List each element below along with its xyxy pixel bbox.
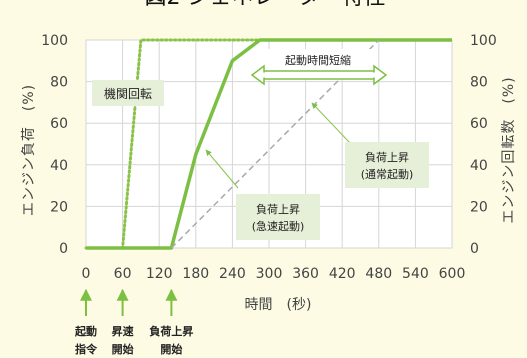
normal-start-label-line2: (通常起動) <box>361 167 414 181</box>
engine-rotation-label-box <box>92 80 164 106</box>
right-y-axis-ticks: 0 20 40 60 80 100 <box>470 33 497 257</box>
x-tick-label: 240 <box>219 266 246 282</box>
rapid-start-label-box <box>236 194 320 240</box>
left-y-tick-label: 40 <box>50 158 68 174</box>
rapid-start-label-line2: (急速起動) <box>252 219 305 233</box>
left-y-tick-label: 60 <box>50 116 68 132</box>
series-line-load-rapid-start <box>86 38 452 250</box>
chart-title: 図2 ジェネレーター特性 <box>145 0 386 10</box>
right-y-tick-label: 20 <box>470 199 488 215</box>
x-tick-label: 480 <box>365 266 392 282</box>
right-y-tick-label: 80 <box>470 75 488 91</box>
left-y-axis-label: エンジン負荷 (%) <box>21 84 37 216</box>
left-y-axis-ticks: 0 20 40 60 80 100 <box>41 33 68 257</box>
rapid-start-pointer <box>205 149 239 189</box>
left-y-tick-label: 80 <box>50 75 68 91</box>
normal-start-pointer <box>311 102 351 144</box>
x-tick-label: 360 <box>292 266 319 282</box>
x-tick-label: 60 <box>114 266 132 282</box>
event-label-line2: 指令 <box>75 342 98 356</box>
event-label-line2: 開始 <box>112 342 134 356</box>
right-y-axis-label: エンジン回転数 (%) <box>501 76 517 223</box>
x-axis-ticks: 0 60 120 180 240 300 360 420 480 540 600 <box>82 266 466 282</box>
left-y-tick-label: 0 <box>59 241 68 257</box>
right-y-tick-label: 100 <box>470 33 497 49</box>
x-tick-label: 300 <box>256 266 283 282</box>
rapid-start-label-line1: 負荷上昇 <box>256 203 300 216</box>
x-tick-label: 0 <box>82 266 91 282</box>
x-tick-label: 180 <box>182 266 209 282</box>
left-y-tick-label: 20 <box>50 199 68 215</box>
right-y-tick-label: 40 <box>470 158 488 174</box>
x-axis-label: 時間 (秒) <box>245 297 312 313</box>
start-shortened-label-box <box>258 49 378 71</box>
event-label-line2: 開始 <box>160 342 182 356</box>
x-tick-label: 600 <box>439 266 466 282</box>
start-shortened-label: 起動時間短縮 <box>285 53 351 67</box>
x-tick-label: 420 <box>329 266 356 282</box>
right-y-tick-label: 60 <box>470 116 488 132</box>
event-label-line1: 昇速 <box>112 324 134 338</box>
start-shortened-double-arrow <box>250 64 388 86</box>
event-label-line1: 負荷上昇 <box>149 324 193 338</box>
event-label-line1: 起動 <box>74 324 97 338</box>
x-tick-label: 120 <box>146 266 173 282</box>
left-y-tick-label: 100 <box>41 33 68 49</box>
engine-rotation-label: 機関回転 <box>104 86 152 101</box>
normal-start-label-box <box>345 142 429 188</box>
right-y-tick-label: 0 <box>470 241 479 257</box>
x-tick-label: 540 <box>402 266 429 282</box>
normal-start-label-line1: 負荷上昇 <box>365 151 409 164</box>
